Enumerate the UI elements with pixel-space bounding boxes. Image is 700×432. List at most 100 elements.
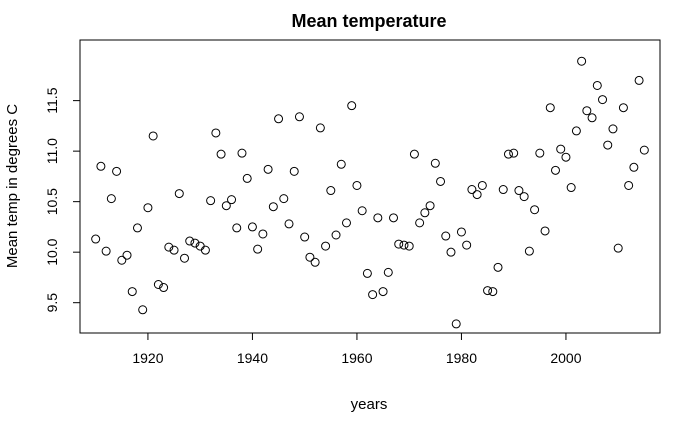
data-point <box>535 148 545 158</box>
data-point <box>540 226 550 236</box>
x-tick-label: 1960 <box>341 350 372 366</box>
data-point <box>253 244 263 254</box>
data-point <box>561 152 571 162</box>
data-point <box>211 128 221 138</box>
data-point <box>598 95 608 105</box>
data-point <box>608 124 618 134</box>
data-point <box>279 194 289 204</box>
data-point <box>341 218 351 228</box>
data-point <box>545 103 555 113</box>
data-point <box>587 113 597 123</box>
data-point <box>180 253 190 263</box>
data-point <box>472 190 482 200</box>
data-point <box>519 192 529 202</box>
y-tick-label: 11.5 <box>44 87 60 113</box>
data-point <box>498 185 508 195</box>
data-point <box>613 243 623 253</box>
data-point <box>399 240 409 250</box>
data-point <box>101 246 111 256</box>
data-point <box>263 164 273 174</box>
data-point <box>190 238 200 248</box>
data-point <box>629 162 639 172</box>
data-point <box>216 149 226 159</box>
data-point <box>247 222 257 232</box>
data-point <box>96 161 106 171</box>
data-point <box>404 241 414 251</box>
data-point <box>436 176 446 186</box>
data-point <box>294 112 304 122</box>
data-point <box>242 173 252 183</box>
data-point <box>383 267 393 277</box>
data-point <box>132 223 142 233</box>
data-point <box>159 283 169 293</box>
data-point <box>467 185 477 195</box>
data-point <box>373 213 383 223</box>
data-point <box>274 114 284 124</box>
data-point <box>300 232 310 242</box>
data-point <box>514 186 524 196</box>
data-points <box>91 56 649 329</box>
data-point <box>420 208 430 218</box>
data-point <box>503 149 513 159</box>
data-point <box>237 148 247 158</box>
data-point <box>117 255 127 265</box>
data-point <box>91 234 101 244</box>
data-point <box>143 203 153 213</box>
data-point <box>106 194 116 204</box>
data-point <box>321 241 331 251</box>
data-point <box>169 245 179 255</box>
data-point <box>524 246 534 256</box>
data-point <box>138 305 148 315</box>
x-tick-label: 1940 <box>237 350 268 366</box>
data-point <box>378 287 388 297</box>
data-point <box>566 183 576 193</box>
data-point <box>284 219 294 229</box>
data-point <box>289 166 299 176</box>
data-point <box>315 123 325 133</box>
plot-frame <box>79 39 661 334</box>
data-point <box>258 229 268 239</box>
data-point <box>592 80 602 90</box>
data-point <box>483 286 493 296</box>
y-axis-label: Mean temp in degrees C <box>4 104 21 268</box>
chart-title: Mean temperature <box>291 11 446 31</box>
data-point <box>462 240 472 250</box>
data-point <box>603 140 613 150</box>
data-point <box>347 101 357 111</box>
data-point <box>357 206 367 216</box>
y-tick-label: 10.0 <box>44 238 60 265</box>
y-tick-label: 10.5 <box>44 188 60 215</box>
data-point <box>451 319 461 329</box>
data-point <box>200 245 210 255</box>
data-point <box>477 180 487 190</box>
data-point <box>415 218 425 228</box>
y-tick-label: 9.5 <box>44 293 60 313</box>
data-point <box>206 196 216 206</box>
y-tick-label: 11.0 <box>44 138 60 164</box>
data-point <box>326 186 336 196</box>
data-point <box>164 242 174 252</box>
data-point <box>618 103 628 113</box>
data-point <box>122 250 132 260</box>
data-point <box>268 202 278 212</box>
data-point <box>185 236 195 246</box>
data-point <box>488 287 498 297</box>
data-point <box>336 159 346 169</box>
data-point <box>571 126 581 136</box>
data-point <box>639 145 649 155</box>
data-point <box>509 148 519 158</box>
data-point <box>232 223 242 233</box>
data-point <box>550 165 560 175</box>
data-point <box>624 180 634 190</box>
data-point <box>352 180 362 190</box>
data-point <box>425 201 435 211</box>
data-point <box>456 227 466 237</box>
data-point <box>582 106 592 116</box>
data-point <box>368 290 378 300</box>
data-point <box>310 257 320 267</box>
data-point <box>441 231 451 241</box>
x-tick-label: 1980 <box>446 350 477 366</box>
data-point <box>362 268 372 278</box>
data-point <box>556 144 566 154</box>
